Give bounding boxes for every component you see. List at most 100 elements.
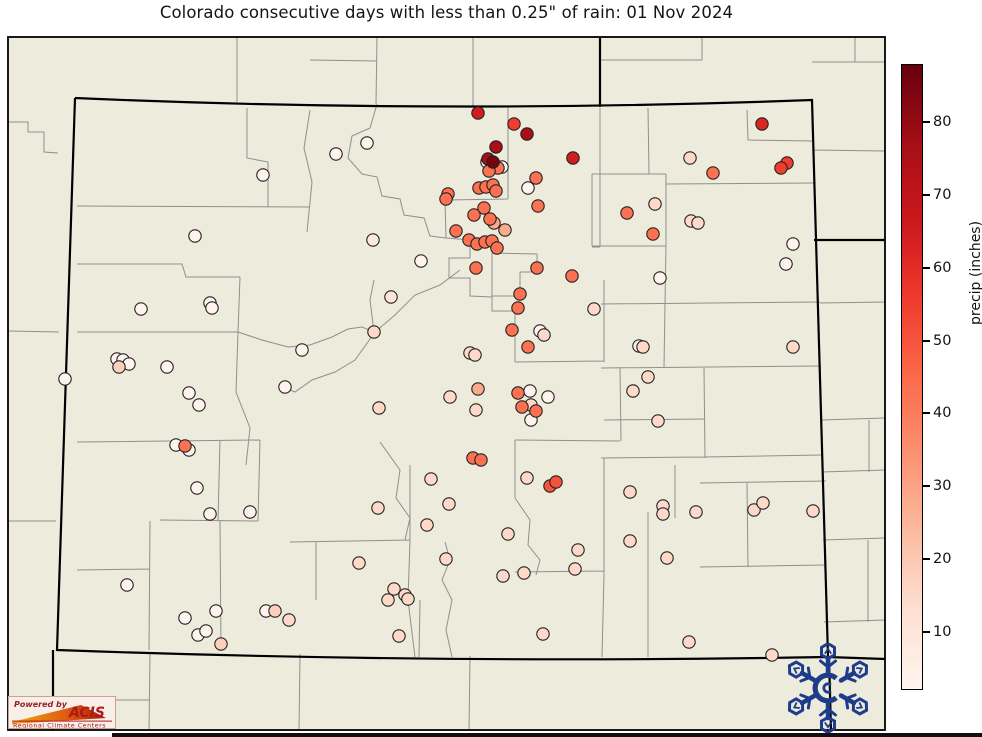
stations-layer (58, 106, 820, 662)
acis-subtitle: Regional Climate Centers (13, 722, 106, 729)
colorbar-tick (923, 412, 930, 415)
station-dot (329, 147, 343, 161)
station-dot (471, 382, 485, 396)
snowflake-arm (819, 700, 837, 733)
station-dot (203, 507, 217, 521)
colorbar-tick (923, 266, 930, 269)
station-dot (706, 166, 720, 180)
station-dot (537, 328, 551, 342)
station-dot (483, 212, 497, 226)
station-dot (209, 604, 223, 618)
colorbar-tick (923, 339, 930, 342)
snowflake-center-c (812, 672, 838, 704)
station-dot (623, 534, 637, 548)
colorbar-tick-label: 10 (933, 623, 952, 640)
station-dot (541, 390, 555, 404)
station-dot (806, 504, 820, 518)
station-dot (243, 505, 257, 519)
snowflake-icon (787, 643, 869, 733)
plot-frame (7, 36, 886, 731)
station-dot (469, 261, 483, 275)
station-dot (449, 224, 463, 238)
station-dot (384, 290, 398, 304)
station-dot (521, 181, 535, 195)
map-background (8, 37, 885, 730)
station-dot (367, 325, 381, 339)
station-dot (256, 168, 270, 182)
station-dot (530, 261, 544, 275)
station-dot (520, 471, 534, 485)
station-dot (160, 360, 174, 374)
county-lines-neighbors (7, 36, 886, 731)
station-dot (58, 372, 72, 386)
station-dot (178, 611, 192, 625)
station-dot (496, 569, 510, 583)
station-dot (401, 592, 415, 606)
station-dot (786, 237, 800, 251)
snowflake-arm (838, 693, 869, 716)
station-dot (381, 593, 395, 607)
station-dot (683, 151, 697, 165)
acis-powered-by: Powered by (14, 700, 68, 709)
station-dot (653, 271, 667, 285)
station-dot (112, 360, 126, 374)
station-dot (765, 648, 779, 662)
station-dot (646, 227, 660, 241)
acis-divider (12, 720, 112, 722)
station-dot (531, 199, 545, 213)
station-dot (682, 635, 696, 649)
colorbar-tick-label: 20 (933, 550, 952, 567)
snowflake-logo (787, 643, 869, 733)
station-dot (268, 604, 282, 618)
station-dot (513, 287, 527, 301)
station-dot (366, 233, 380, 247)
station-dot (755, 117, 769, 131)
station-dot (371, 501, 385, 515)
station-dot (360, 136, 374, 150)
station-dot (747, 503, 761, 517)
station-dot (498, 223, 512, 237)
station-dot (660, 551, 674, 565)
station-dot (636, 340, 650, 354)
colorbar-axis-label: precip (inches) (946, 0, 982, 737)
station-dot (520, 127, 534, 141)
station-dot (779, 257, 793, 271)
snowflake-arm (787, 693, 818, 716)
station-dot (529, 404, 543, 418)
station-dot (443, 390, 457, 404)
colorbar-tick (923, 630, 930, 633)
station-dot (295, 343, 309, 357)
colorbar-tick-label: 50 (933, 332, 952, 349)
station-dot (192, 398, 206, 412)
colorbar-tick-label: 40 (933, 405, 952, 422)
station-dot (529, 171, 543, 185)
station-dot (420, 518, 434, 532)
chart-title: Colorado consecutive days with less than… (159, 3, 734, 22)
station-dot (120, 578, 134, 592)
station-dot (188, 229, 202, 243)
station-dot (278, 380, 292, 394)
colorbar-tick (923, 121, 930, 124)
station-dot (641, 370, 655, 384)
station-dot (656, 507, 670, 521)
station-dot (523, 384, 537, 398)
station-dot (474, 453, 488, 467)
station-dot (414, 254, 428, 268)
acis-swoosh-icon (12, 705, 106, 724)
station-dot (689, 505, 703, 519)
station-dot (568, 562, 582, 576)
station-dot (352, 556, 366, 570)
station-dot (507, 117, 521, 131)
station-dot (489, 184, 503, 198)
station-dot (372, 401, 386, 415)
colorbar-tick-label: 80 (933, 114, 952, 131)
station-dot (205, 301, 219, 315)
station-dot (477, 201, 491, 215)
station-dot (536, 627, 550, 641)
station-dot (489, 140, 503, 154)
acis-logo: Powered by ACIS Regional Climate Centers (8, 696, 116, 730)
colorbar (901, 64, 923, 690)
station-dot (490, 241, 504, 255)
